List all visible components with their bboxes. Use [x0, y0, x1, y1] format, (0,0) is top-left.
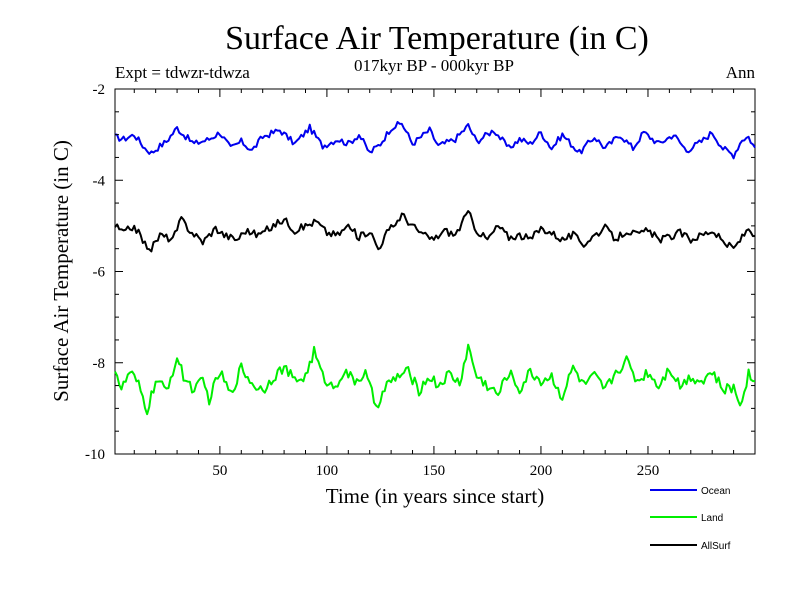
y-tick-label: -4 [93, 173, 106, 189]
legend-label: Land [701, 513, 723, 524]
y-tick-label: -8 [93, 356, 106, 372]
x-tick-label: 200 [530, 463, 553, 479]
x-tick-label: 100 [316, 463, 339, 479]
ticks-layer: 50 100 150 200 250 -10 -8 -6 -4 -2 [85, 82, 755, 479]
series-line-ocean [114, 120, 756, 160]
experiment-label: Expt = tdwzr-tdwza [115, 63, 250, 82]
y-tick-label: -2 [93, 82, 106, 98]
season-label: Ann [726, 63, 756, 82]
x-tick-label: 50 [212, 463, 227, 479]
series-line-land [114, 343, 756, 416]
x-tick-label: 150 [423, 463, 446, 479]
legend: Ocean Land AllSurf [650, 486, 731, 552]
y-tick-label: -10 [85, 447, 105, 463]
x-axis-label: Time (in years since start) [326, 484, 545, 508]
y-tick-label: -6 [93, 265, 106, 281]
legend-label: AllSurf [701, 541, 731, 552]
series-line-allsurf [114, 210, 756, 253]
y-axis-label: Surface Air Temperature (in C) [49, 140, 73, 402]
x-tick-label: 250 [637, 463, 660, 479]
chart-title: Surface Air Temperature (in C) [225, 20, 649, 57]
series-layer [114, 120, 756, 416]
legend-label: Ocean [701, 486, 730, 497]
chart-subtitle: 017kyr BP - 000kyr BP [354, 56, 514, 75]
